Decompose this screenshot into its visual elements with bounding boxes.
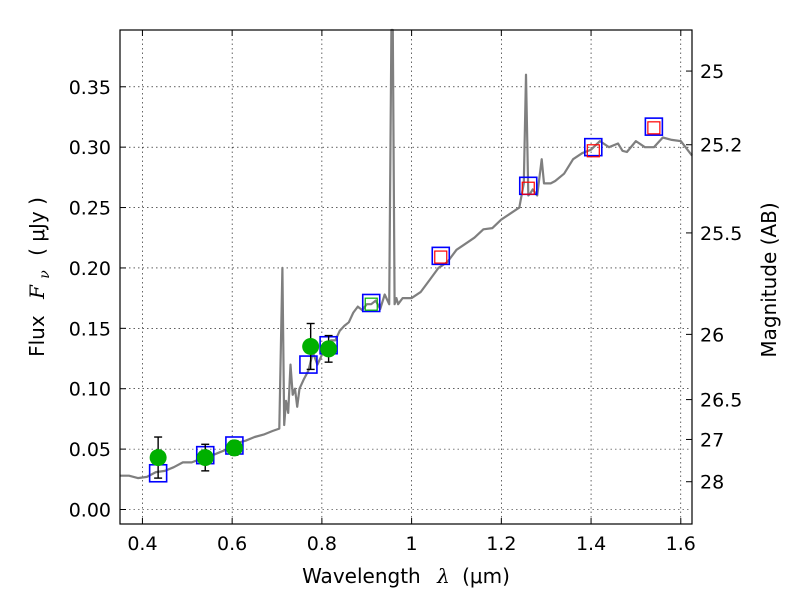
synthetic-photometry-square — [644, 117, 664, 136]
spectrum-line — [120, 28, 693, 480]
observed-point — [149, 449, 167, 467]
x-tick-label: 0.4 — [127, 533, 157, 555]
x-axis-label-unit: (μm) — [462, 564, 510, 588]
y2-tick-label: 26 — [700, 324, 724, 346]
model-value-square — [434, 250, 448, 264]
y-axis-label-symbol-sub: ν — [37, 270, 53, 279]
y-tick-label: 0.05 — [69, 439, 111, 461]
x-axis-label: Wavelength λ (μm) — [302, 564, 510, 588]
model-value-square — [521, 181, 535, 195]
x-axis-label-symbol: λ — [436, 564, 450, 588]
observed-point — [196, 449, 214, 467]
y-tick-label: 0.00 — [69, 500, 111, 522]
y-axis-label-symbol: F — [25, 284, 49, 300]
x-tick-label: 1 — [406, 533, 418, 555]
y-tick-label: 0.30 — [69, 137, 111, 159]
y2-tick-label: 25 — [700, 61, 724, 83]
x-tick-label: 1.4 — [576, 533, 606, 555]
y-axis-label-unit: ( μJy ) — [25, 197, 49, 256]
x-tick-label: 0.6 — [217, 533, 247, 555]
y-axis-label-text: Flux — [25, 315, 49, 357]
y2-tick-label: 25.5 — [700, 223, 742, 245]
model-value-square — [647, 121, 661, 135]
x-tick-label: 0.8 — [307, 533, 337, 555]
y-tick-label: 0.35 — [69, 77, 111, 99]
y2-tick-label: 26.5 — [700, 390, 742, 412]
observed-point — [225, 439, 243, 457]
observed-point — [320, 340, 338, 358]
y2-tick-label: 27 — [700, 429, 724, 451]
y-axis-label: Flux F ν ( μJy ) — [25, 197, 54, 357]
model-value-square — [364, 297, 378, 311]
y-tick-label: 0.20 — [69, 258, 111, 280]
y2-tick-label: 28 — [700, 472, 724, 494]
synthetic-photometry-square — [584, 137, 603, 157]
x-axis-label-text: Wavelength — [302, 564, 421, 588]
y-tick-label: 0.25 — [69, 198, 111, 220]
observed-point — [302, 337, 320, 355]
synthetic-photometry-square — [361, 293, 381, 313]
y2-axis-label: Magnitude (AB) — [757, 202, 781, 357]
marker-layer — [148, 117, 664, 483]
model-value-square — [586, 144, 600, 158]
x-tick-label: 1.6 — [666, 533, 696, 555]
y-tick-label: 0.15 — [69, 318, 111, 340]
y2-tick-label: 25.2 — [700, 135, 742, 157]
plot-frame — [119, 29, 693, 525]
x-tick-label: 1.2 — [486, 533, 516, 555]
spectrum-layer — [120, 28, 693, 480]
grid-lines — [120, 30, 692, 524]
tick-layer: 0.4 0.6 0.8 1 1.2 1.4 1.6 0.00 0.05 0.10 0.15 0.20 0… — [69, 30, 742, 555]
y-tick-label: 0.10 — [69, 379, 111, 401]
synthetic-photometry-square — [299, 355, 318, 374]
synthetic-photometry-square — [431, 246, 451, 266]
